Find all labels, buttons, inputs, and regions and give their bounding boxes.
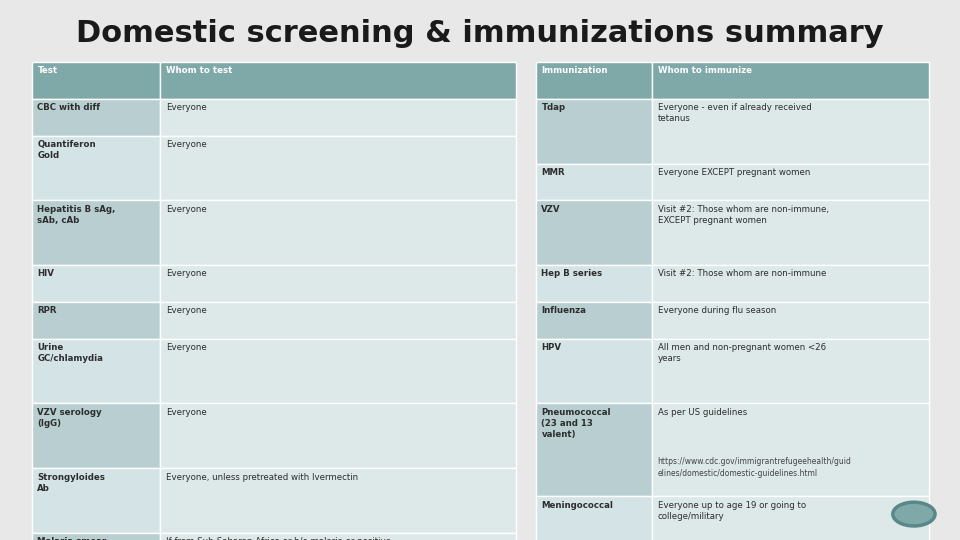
Bar [32,339,160,403]
Text: Tdap: Tdap [541,103,565,112]
Bar [536,339,652,403]
Bar [160,265,516,302]
Bar [536,200,652,265]
Text: Everyone up to age 19 or going to
college/military: Everyone up to age 19 or going to colleg… [658,501,805,521]
Bar [652,99,929,164]
Bar [652,496,929,540]
Text: Strongyloides
Ab: Strongyloides Ab [37,472,106,492]
Text: Immunization: Immunization [541,66,608,76]
Bar [536,265,652,302]
Bar [652,200,929,265]
Text: Hep B series: Hep B series [541,269,603,279]
Bar [536,99,652,164]
Bar [32,265,160,302]
Text: Influenza: Influenza [541,306,587,315]
Bar [160,339,516,403]
Text: MMR: MMR [541,168,565,177]
Text: All men and non-pregnant women <26
years: All men and non-pregnant women <26 years [658,343,826,363]
Bar [32,468,160,533]
Bar [652,164,929,200]
Text: Test: Test [37,66,58,76]
Bar [160,136,516,200]
Text: Everyone EXCEPT pregnant women: Everyone EXCEPT pregnant women [658,168,810,177]
Text: Visit #2: Those whom are non-immune,
EXCEPT pregnant women: Visit #2: Those whom are non-immune, EXC… [658,205,828,225]
Text: Whom to immunize: Whom to immunize [658,66,752,76]
Text: Domestic screening & immunizations summary: Domestic screening & immunizations summa… [76,19,884,48]
Bar [32,62,160,99]
Bar [536,302,652,339]
Bar [652,265,929,302]
Bar [652,339,929,403]
Bar [536,496,652,540]
Bar [160,62,516,99]
Text: Pneumococcal
(23 and 13
valent): Pneumococcal (23 and 13 valent) [541,408,611,439]
Text: HPV: HPV [541,343,562,352]
Bar [32,403,160,468]
Text: Urine
GC/chlamydia: Urine GC/chlamydia [37,343,104,363]
Text: VZV: VZV [541,205,561,214]
Text: Malaria smear: Malaria smear [37,537,107,540]
Text: Everyone: Everyone [166,103,206,112]
Bar [652,62,929,99]
Bar [160,200,516,265]
Text: Everyone during flu season: Everyone during flu season [658,306,776,315]
Text: Everyone, unless pretreated with Ivermectin: Everyone, unless pretreated with Ivermec… [166,472,358,482]
Bar [32,99,160,136]
Text: Whom to test: Whom to test [166,66,232,76]
Text: Quantiferon
Gold: Quantiferon Gold [37,140,96,160]
Text: Visit #2: Those whom are non-immune: Visit #2: Those whom are non-immune [658,269,826,279]
Text: If from Sub-Saharan Africa or h/o malaria or positive
symptom screen; not requir: If from Sub-Saharan Africa or h/o malari… [166,537,391,540]
Text: Meningococcal: Meningococcal [541,501,613,510]
Bar [536,62,652,99]
Text: VZV serology
(IgG): VZV serology (IgG) [37,408,102,428]
Bar [160,99,516,136]
Text: CBC with diff: CBC with diff [37,103,101,112]
Bar [160,468,516,533]
Bar [160,533,516,540]
Text: Everyone: Everyone [166,269,206,279]
Bar [536,403,652,496]
Bar [160,403,516,468]
Bar [32,302,160,339]
Text: Everyone: Everyone [166,205,206,214]
Text: Everyone: Everyone [166,140,206,149]
Circle shape [893,502,935,526]
Text: Hepatitis B sAg,
sAb, cAb: Hepatitis B sAg, sAb, cAb [37,205,116,225]
Bar [32,136,160,200]
Text: Everyone: Everyone [166,408,206,417]
Text: Everyone: Everyone [166,343,206,352]
Bar [32,200,160,265]
Text: HIV: HIV [37,269,55,279]
Text: As per US guidelines: As per US guidelines [658,408,747,417]
Bar [32,533,160,540]
Text: Everyone: Everyone [166,306,206,315]
Bar [160,302,516,339]
Text: RPR: RPR [37,306,57,315]
Text: https://www.cdc.gov/immigrantrefugeehealth/guid
elines/domestic/domestic-guideli: https://www.cdc.gov/immigrantrefugeeheal… [658,457,852,478]
Text: Everyone - even if already received
tetanus: Everyone - even if already received teta… [658,103,811,123]
Bar [652,302,929,339]
Bar [652,403,929,496]
Bar [536,164,652,200]
